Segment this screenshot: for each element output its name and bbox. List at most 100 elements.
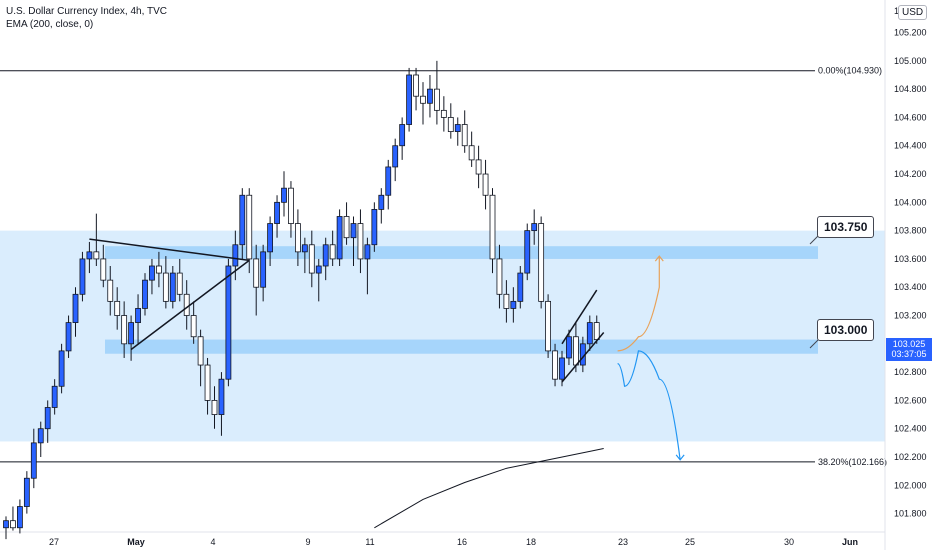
candle-body [246,194,253,260]
x-tick-label: 25 [685,537,695,547]
resistance-label: 103.750 [817,216,875,238]
candle-body [392,145,399,168]
currency-button[interactable]: USD [898,5,928,20]
candle-body [406,74,413,125]
candle-body [239,194,246,246]
candle-body [315,265,322,274]
x-tick-label: 4 [210,537,215,547]
candle-body [357,223,364,260]
candle-body [420,95,426,104]
candle-body [433,88,440,111]
candle-body [176,272,183,295]
candle-body [114,300,121,316]
candle-body [142,279,148,309]
candle-body [260,251,267,288]
candle-body [364,244,371,260]
candle-body [538,223,545,302]
candle-body [10,520,16,529]
trendline [130,259,250,351]
candle-body [336,216,343,260]
candle-body [72,293,79,323]
candle-body [385,166,392,196]
last-price: 103.025 [892,339,926,349]
x-tick-label: 30 [784,537,794,547]
y-tick-label: 103.600 [894,254,927,264]
y-tick-label: 104.800 [894,84,927,94]
projection-blue [617,350,681,460]
candle-body [461,124,468,147]
candle-body [552,350,558,380]
candle-body [107,279,114,302]
x-tick-label: 18 [526,537,536,547]
y-tick-label: 104.200 [894,169,927,179]
label-pointer [809,339,819,349]
candle-body [482,173,489,196]
candle-body [343,216,350,239]
candle-body [475,159,482,175]
candle-body [121,315,128,345]
x-tick-label: May [127,537,145,547]
candle-body [447,117,454,132]
trendline [561,332,605,383]
y-tick-label: 102.600 [894,395,927,405]
candle-body [211,400,218,415]
candle-body [593,322,600,340]
candle-body [44,407,51,430]
projection-orange [617,256,660,352]
candle-body [149,265,155,281]
candle-body [197,336,204,366]
candle-body [294,223,301,253]
candle-body [531,223,538,232]
fib-label: 38.20%(102.166) [818,457,887,467]
y-tick-label: 102.000 [894,480,927,490]
y-tick-label: 103.400 [894,282,927,292]
zone-range [0,230,885,442]
candle-body [413,74,419,97]
candle-body [204,364,211,401]
candle-body [232,244,239,267]
candle-body [190,315,197,338]
zone-support [105,339,818,354]
y-tick-label: 102.800 [894,367,927,377]
fib-label: 0.00%(104.930) [818,66,882,76]
ema-line [374,448,604,529]
candle-body [58,350,65,387]
candle-body [288,187,294,224]
zone-resistance [105,246,818,259]
candle-body [3,520,9,529]
x-tick-label: Jun [842,537,858,547]
candle-body [427,88,433,104]
candle-body [162,272,169,302]
candle-body [454,124,461,132]
y-tick-label: 105.200 [894,28,927,38]
candle-body [225,265,232,380]
candle-body [489,194,496,260]
candle-body [253,258,260,288]
candle-body [100,258,107,281]
projection-arrowhead [675,454,685,461]
candle-body [517,272,524,302]
candle-body [281,187,287,203]
candle-body [23,477,30,507]
candle-body [218,378,225,415]
candle-body [350,223,357,239]
y-tick-label: 103.800 [894,226,927,236]
candle-body [16,506,23,529]
indicator-legend: EMA (200, close, 0) [6,19,94,30]
trendline [89,238,250,262]
candle-body [559,357,565,380]
candle-body [308,244,315,274]
y-tick-label: 102.400 [894,424,927,434]
candle-body [65,322,72,352]
candle-body [155,265,162,274]
candle-body [86,251,93,260]
y-tick-label: 104.000 [894,197,927,207]
candle-body [135,308,141,323]
candle-body [329,244,336,260]
candle-body [93,251,100,260]
candle-body [586,322,593,345]
candle-body [524,230,531,274]
support-label: 103.000 [817,319,875,341]
candle-body [30,442,37,479]
symbol-title: U.S. Dollar Currency Index, 4h, TVC [6,6,167,17]
